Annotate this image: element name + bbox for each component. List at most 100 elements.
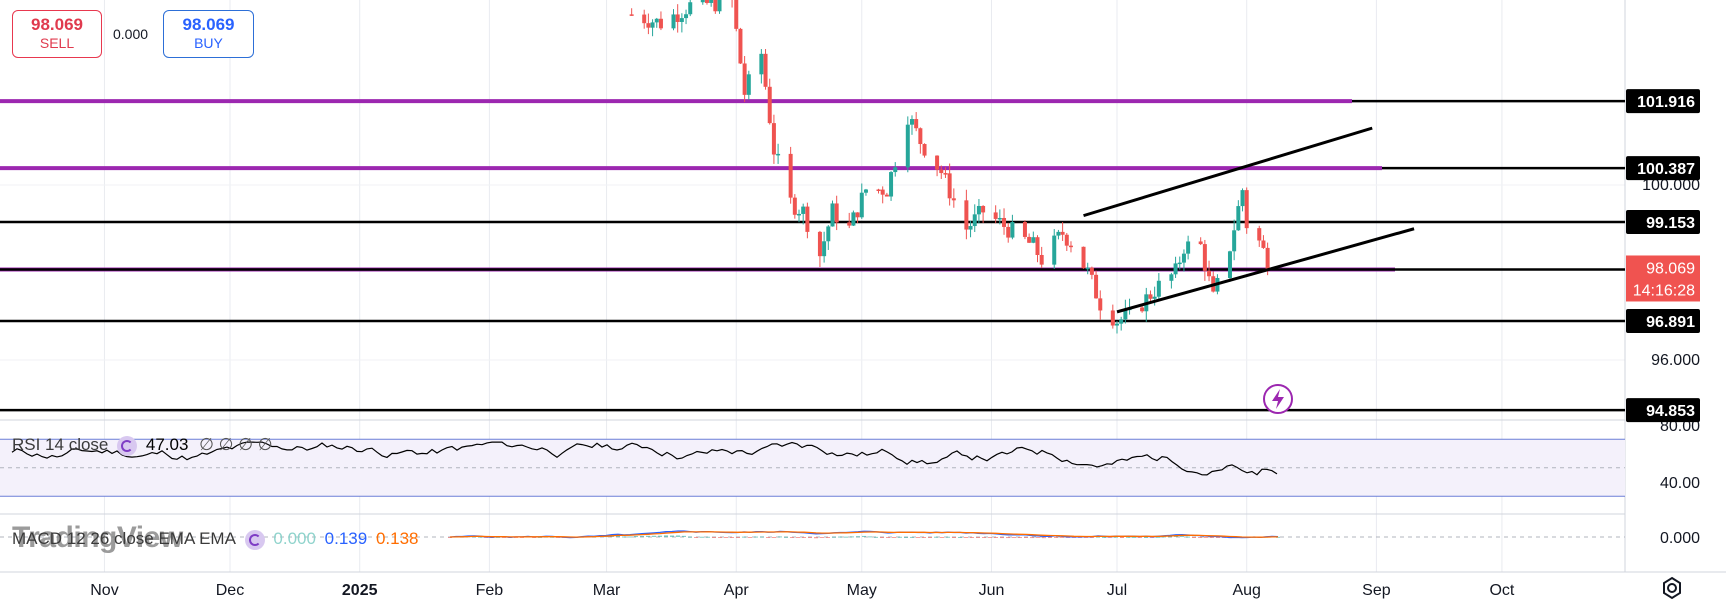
macd-histogram-bar <box>628 536 632 538</box>
macd-histogram-bar <box>844 536 848 538</box>
macd-histogram-bar <box>1216 537 1220 538</box>
macd-histogram-bar <box>478 536 482 538</box>
price-axis[interactable]: 100.00096.000101.916100.38799.15398.0309… <box>1626 89 1700 423</box>
price-tick-label: 96.000 <box>1651 352 1700 369</box>
candle-body <box>717 0 722 12</box>
candle-body <box>1261 240 1266 248</box>
candle <box>650 19 655 37</box>
candle <box>1156 273 1161 300</box>
candle-body <box>1039 254 1044 265</box>
candle <box>997 209 1002 225</box>
candle-body <box>1244 190 1249 229</box>
candle-body <box>889 172 894 197</box>
rsi-extras: ∅ ∅ ∅ ∅ <box>199 435 273 454</box>
macd-histogram-bar <box>964 537 968 538</box>
visibility-icon[interactable] <box>244 529 265 550</box>
macd-histogram-bar <box>796 537 800 538</box>
candle-body <box>859 192 864 218</box>
buy-label: BUY <box>194 35 223 51</box>
time-axis[interactable]: Nov Dec 2025 Feb Mar Apr May Jun Jul Aug Sep Oct <box>90 582 1515 599</box>
candle-body <box>684 14 689 19</box>
macd-legend[interactable]: MACD 12 26 close EMA EMA 0.000 0.139 0.1… <box>12 529 419 550</box>
candle-body <box>1186 241 1191 254</box>
candle <box>943 167 948 178</box>
candle <box>817 230 822 267</box>
candle-body <box>1207 270 1212 277</box>
macd-histogram-bar <box>826 537 830 538</box>
candle <box>759 49 764 84</box>
candle-body <box>1064 234 1069 246</box>
candle <box>731 0 733 8</box>
candle <box>801 203 806 225</box>
candle-body <box>792 197 797 215</box>
horizontal-levels[interactable] <box>0 99 1625 412</box>
macd-histogram-bar <box>616 535 620 537</box>
candle <box>884 192 889 197</box>
sell-button[interactable]: 98.069 SELL <box>12 10 102 58</box>
candle-body <box>801 206 806 214</box>
macd-histogram-bar <box>736 537 740 538</box>
macd-histogram-bar <box>1108 537 1112 538</box>
spread-value: 0.000 <box>113 26 149 42</box>
candle <box>1169 272 1174 289</box>
macd-histogram-bar <box>1036 537 1040 538</box>
time-tick-label: Sep <box>1362 582 1391 599</box>
macd-histogram-bar <box>538 536 542 538</box>
macd-histogram-bar <box>832 536 836 538</box>
macd-tick-label: 0.000 <box>1660 530 1700 547</box>
candle-body <box>1081 246 1086 269</box>
candle <box>646 13 651 35</box>
candle <box>1006 222 1011 243</box>
candle <box>1244 187 1249 234</box>
candle-body <box>654 18 659 23</box>
candle <box>688 0 693 17</box>
candle <box>855 212 860 224</box>
rsi-legend[interactable]: RSI 14 close 47.03 ∅ ∅ ∅ ∅ <box>12 435 273 456</box>
level-label-text: 101.916 <box>1637 94 1695 111</box>
macd-histogram-bar <box>754 536 758 538</box>
trend-channel[interactable] <box>1083 126 1415 314</box>
macd-histogram-bar <box>1174 535 1178 537</box>
candle-body <box>1119 319 1124 324</box>
rsi-tick-label: 80.00 <box>1660 418 1700 435</box>
macd-histogram-bar <box>946 536 950 538</box>
candle-body <box>1002 217 1007 227</box>
macd-pane: 0.000 <box>0 530 1700 547</box>
candle-body <box>1156 280 1161 297</box>
candle <box>654 17 659 28</box>
candle-body <box>629 14 634 16</box>
macd-label: MACD 12 26 close EMA EMA <box>12 529 236 548</box>
candle-body <box>1148 294 1153 299</box>
rsi-line <box>11 441 1278 476</box>
candle <box>1173 256 1178 278</box>
candle-body <box>1173 263 1178 275</box>
candle <box>1035 235 1040 263</box>
macd-histogram-bar <box>856 536 860 538</box>
settings-icon[interactable] <box>1660 576 1684 600</box>
candle-body <box>834 203 839 223</box>
time-tick-label: Feb <box>476 582 504 599</box>
macd-histogram-bar <box>448 537 452 538</box>
macd-histogram-bar <box>1150 537 1154 538</box>
visibility-icon[interactable] <box>117 435 138 456</box>
candle-body <box>935 155 940 170</box>
macd-histogram-bar <box>1180 536 1184 538</box>
macd-histogram-bar <box>1210 537 1214 538</box>
macd-histogram-bar <box>1000 537 1004 539</box>
macd-histogram-bar <box>766 537 770 538</box>
candle <box>976 199 981 224</box>
time-tick-label: 2025 <box>342 582 378 599</box>
candle <box>876 188 881 194</box>
candle-body <box>922 144 927 156</box>
candle <box>847 212 852 229</box>
candle <box>709 0 714 7</box>
buy-button[interactable]: 98.069 BUY <box>163 10 254 58</box>
candle-body <box>675 14 680 22</box>
candle <box>834 195 839 231</box>
level-price-label: 100.387 <box>1626 156 1700 181</box>
candle-body <box>1056 231 1061 236</box>
candle <box>684 9 689 25</box>
macd-histogram-bar <box>1024 537 1028 538</box>
candle-body <box>1236 206 1241 231</box>
